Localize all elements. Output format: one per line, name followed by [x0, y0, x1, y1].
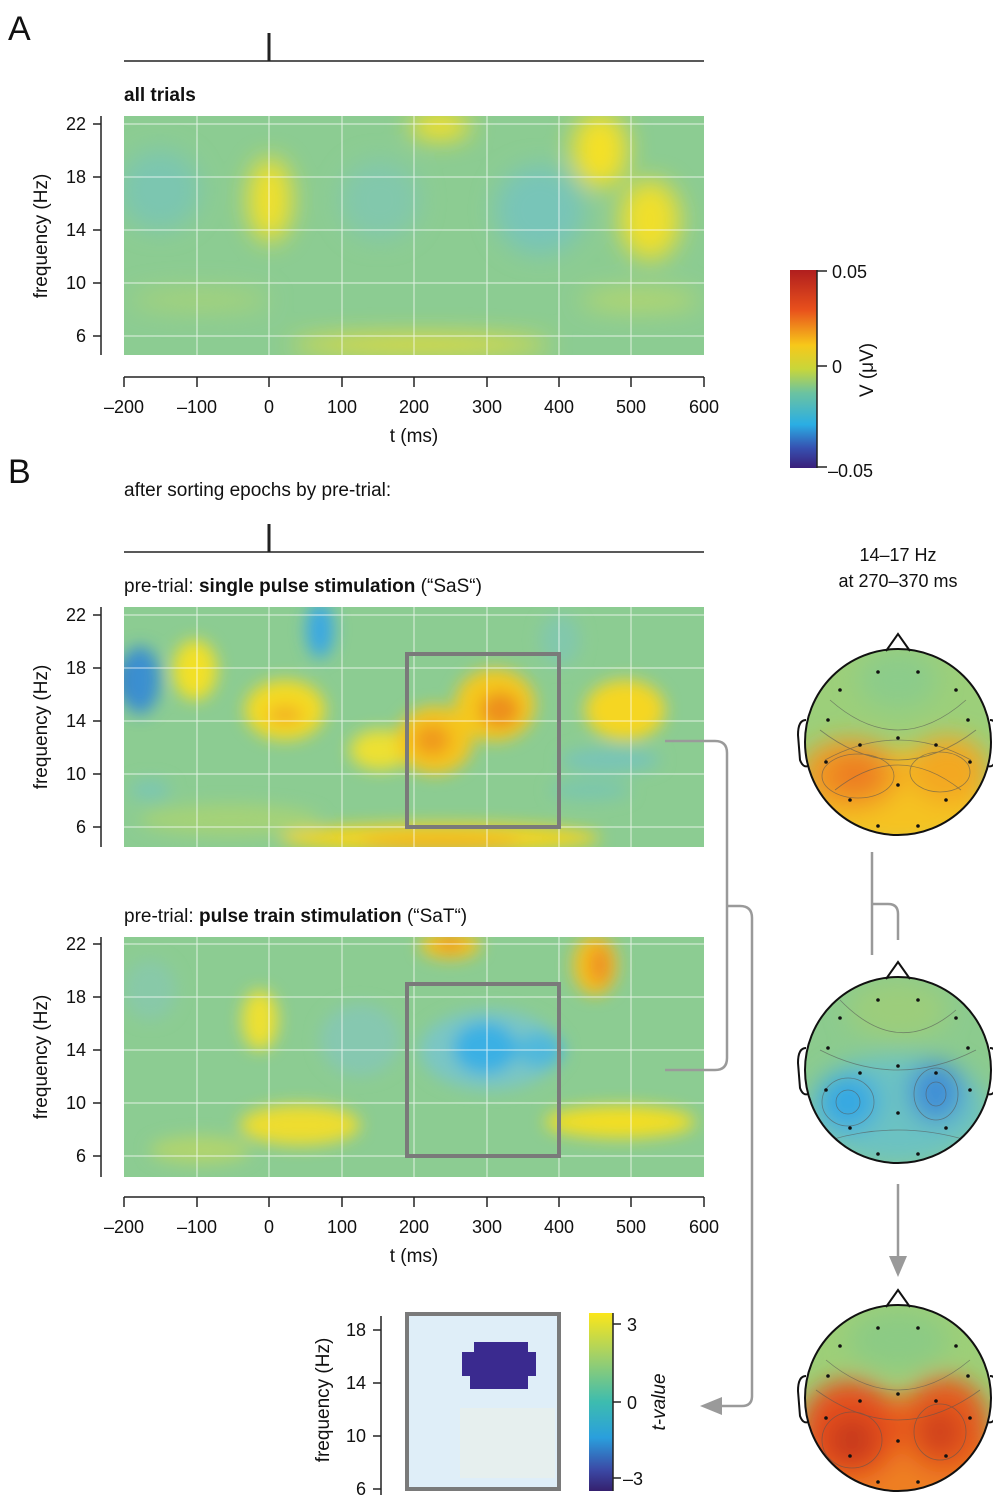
y-axis-a: 22 18 14 10 6 frequency (Hz): [31, 114, 102, 355]
x-tick-b-2: 0: [264, 1217, 274, 1237]
y-tick-18-a: 18: [66, 167, 86, 187]
y-tick-6-sas: 6: [76, 817, 86, 837]
x-tick-a-1: –100: [177, 397, 217, 417]
x-tick-a-3: 100: [327, 397, 357, 417]
x-axis-label-b: t (ms): [390, 1246, 439, 1267]
x-tick-a-2: 0: [264, 397, 274, 417]
x-tick-b-1: –100: [177, 1217, 217, 1237]
y-tick-22-sas: 22: [66, 605, 86, 625]
topomap-sas: [796, 632, 993, 836]
y-tick-6-a: 6: [76, 326, 86, 346]
heatmap-sas: [124, 607, 704, 847]
heatmap-sat: [124, 937, 704, 1177]
topomap-title-line1: 14–17 Hz: [859, 545, 936, 565]
sat-highlight-box: [405, 982, 561, 1158]
sas-title: pre-trial: single pulse stimulation (“Sa…: [124, 576, 482, 597]
panel-b-letter: B: [8, 453, 31, 491]
stats-y-tick-10: 10: [346, 1426, 366, 1446]
x-tick-a-7: 500: [616, 397, 646, 417]
x-tick-b-8: 600: [689, 1217, 719, 1237]
x-tick-b-3: 100: [327, 1217, 357, 1237]
x-tick-b-7: 500: [616, 1217, 646, 1237]
colorbar-t-tick-min: –3: [623, 1469, 643, 1489]
stats-y-tick-6: 6: [356, 1479, 366, 1495]
panel-a-title: all trials: [124, 85, 196, 106]
x-tick-a-4: 200: [399, 397, 429, 417]
y-axis-label-a: frequency (Hz): [31, 174, 52, 299]
topomap-difference: [796, 1288, 993, 1492]
y-tick-22-sat: 22: [66, 934, 86, 954]
colorbar-v-label: V (μV): [857, 343, 878, 397]
sat-title: pre-trial: pulse train stimulation (“SaT…: [124, 906, 467, 927]
topomap-title-line2: at 270–370 ms: [838, 571, 957, 591]
y-tick-10-sas: 10: [66, 764, 86, 784]
stats-y-tick-14: 14: [346, 1373, 366, 1393]
stimulus-timeline-b: [124, 524, 704, 553]
colorbar-v-tick-zero: 0: [832, 357, 842, 377]
panel-a-letter: A: [8, 10, 31, 48]
heatmap-a-grid: [124, 116, 704, 355]
colorbar-t-label: t-value: [649, 1373, 670, 1430]
colorbar-tvalue: 3 0 –3 t-value: [589, 1313, 670, 1491]
y-tick-18-sas: 18: [66, 658, 86, 678]
comparison-bracket: [665, 739, 754, 1415]
panel-b-subtitle: after sorting epochs by pre-trial:: [124, 480, 391, 501]
x-tick-a-0: –200: [104, 397, 144, 417]
y-axis-label-sat: frequency (Hz): [31, 995, 52, 1120]
stats-heatmap: [405, 1312, 561, 1491]
stats-y-axis: 18 14 10 6 frequency (Hz): [313, 1316, 382, 1495]
y-tick-22-a: 22: [66, 114, 86, 134]
stats-y-tick-18: 18: [346, 1320, 366, 1340]
y-tick-18-sat: 18: [66, 987, 86, 1007]
x-tick-b-5: 300: [472, 1217, 502, 1237]
down-arrow: [889, 1184, 907, 1277]
y-tick-10-sat: 10: [66, 1093, 86, 1113]
y-axis-sas: 22 18 14 10 6 frequency (Hz): [31, 605, 102, 847]
x-tick-b-6: 400: [544, 1217, 574, 1237]
y-tick-14-sas: 14: [66, 711, 86, 731]
x-axis-b: –200 –100 0 100 200 300 400 500 600 t (m…: [104, 1196, 719, 1267]
colorbar-v-tick-min: –0.05: [828, 461, 873, 481]
stimulus-timeline-a: [124, 33, 704, 62]
heatmap-all-trials: [124, 116, 704, 355]
x-tick-b-0: –200: [104, 1217, 144, 1237]
y-tick-14-a: 14: [66, 220, 86, 240]
topomap-sat: [796, 960, 993, 1164]
sas-highlight-box: [405, 652, 561, 829]
colorbar-t-tick-zero: 0: [627, 1393, 637, 1413]
x-tick-a-8: 600: [689, 397, 719, 417]
x-tick-a-6: 400: [544, 397, 574, 417]
colorbar-voltage: 0.05 0 –0.05 V (μV): [790, 262, 878, 481]
y-tick-10-a: 10: [66, 273, 86, 293]
x-tick-a-5: 300: [472, 397, 502, 417]
x-axis-a: –200 –100 0 100 200 300 400 500 600 t (m…: [104, 376, 719, 447]
topomap-bracket: [870, 852, 900, 955]
stats-y-axis-label: frequency (Hz): [313, 1338, 334, 1463]
colorbar-v-tick-max: 0.05: [832, 262, 867, 282]
y-axis-sat: 22 18 14 10 6 frequency (Hz): [31, 934, 102, 1177]
colorbar-t-tick-max: 3: [627, 1315, 637, 1335]
x-axis-label-a: t (ms): [390, 426, 439, 447]
y-tick-14-sat: 14: [66, 1040, 86, 1060]
x-tick-b-4: 200: [399, 1217, 429, 1237]
y-tick-6-sat: 6: [76, 1146, 86, 1166]
y-axis-label-sas: frequency (Hz): [31, 665, 52, 790]
